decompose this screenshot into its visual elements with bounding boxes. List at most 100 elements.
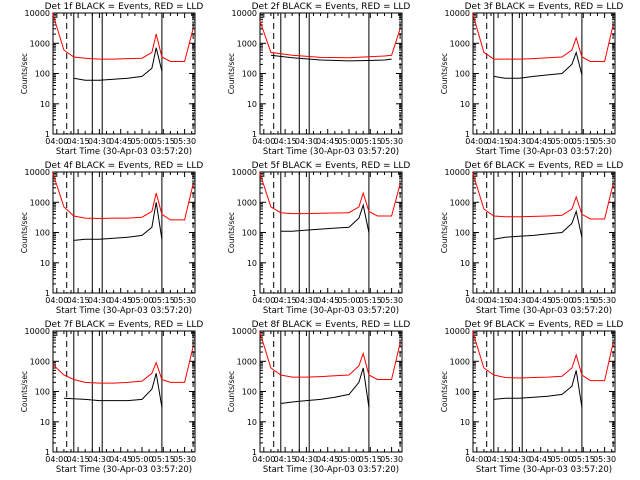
y-tick-label: 1 <box>252 289 257 298</box>
x-tick-label: 04:00 <box>465 296 488 305</box>
y-tick-label: 100 <box>455 388 470 397</box>
y-axis-label: Counts/sec <box>20 371 29 412</box>
x-axis-label: Start Time (30-Apr-03 03:57:20) <box>56 306 192 316</box>
x-tick-label: 05:15 <box>152 296 175 305</box>
x-tick-label: 05:00 <box>130 137 153 146</box>
x-tick-label: 05:15 <box>572 455 595 464</box>
y-tick-label: 1000 <box>237 357 257 366</box>
x-tick-label: 04:45 <box>529 296 552 305</box>
y-axis-label: Counts/sec <box>227 212 236 253</box>
y-tick-label: 1 <box>45 448 50 457</box>
x-tick-label: 05:00 <box>550 296 573 305</box>
x-tick-label: 05:15 <box>572 296 595 305</box>
x-tick-label: 04:30 <box>295 455 318 464</box>
events-series <box>63 373 163 408</box>
x-tick-label: 05:00 <box>337 137 360 146</box>
y-axis-label: Counts/sec <box>440 53 449 94</box>
x-tick-label: 04:45 <box>529 137 552 146</box>
panel-title: Det 1f BLACK = Events, RED = LLD <box>45 2 204 12</box>
panel-title: Det 9f BLACK = Events, RED = LLD <box>465 320 624 330</box>
lld-series <box>52 171 194 221</box>
x-tick-label: 04:30 <box>508 296 531 305</box>
x-tick-label: 05:00 <box>130 455 153 464</box>
x-axis-label: Start Time (30-Apr-03 03:57:20) <box>476 306 612 316</box>
x-tick-label: 04:45 <box>109 296 132 305</box>
panel-title: Det 6f BLACK = Events, RED = LLD <box>465 161 624 171</box>
x-tick-label: 04:15 <box>274 296 297 305</box>
x-tick-label: 04:00 <box>252 137 275 146</box>
y-tick-label: 10 <box>460 259 470 268</box>
x-tick-label: 04:45 <box>529 455 552 464</box>
events-series <box>280 367 370 408</box>
y-tick-label: 10 <box>40 100 50 109</box>
x-axis-label: Start Time (30-Apr-03 03:57:20) <box>263 306 399 316</box>
detector-panel: Det 4f BLACK = Events, RED = LLD 1 10 100 10… <box>20 161 203 316</box>
y-tick-label: 1 <box>252 448 257 457</box>
x-tick-label: 04:15 <box>67 455 90 464</box>
x-axis-label: Start Time (30-Apr-03 03:57:20) <box>476 147 612 157</box>
y-tick-label: 1000 <box>450 39 470 48</box>
x-tick-label: 04:45 <box>316 296 339 305</box>
y-tick-label: 10000 <box>232 168 257 177</box>
y-tick-label: 1 <box>465 289 470 298</box>
panel-title: Det 7f BLACK = Events, RED = LLD <box>45 320 204 330</box>
x-tick-label: 05:00 <box>337 296 360 305</box>
y-tick-label: 10000 <box>232 9 257 18</box>
x-tick-label: 04:00 <box>252 296 275 305</box>
x-tick-label: 04:15 <box>67 137 90 146</box>
x-tick-label: 05:15 <box>359 296 382 305</box>
y-tick-label: 100 <box>455 229 470 238</box>
events-series <box>280 203 370 233</box>
lld-series <box>259 19 401 59</box>
panel-title: Det 2f BLACK = Events, RED = LLD <box>252 2 411 12</box>
y-axis-label: Counts/sec <box>227 371 236 412</box>
panel-title: Det 8f BLACK = Events, RED = LLD <box>252 320 411 330</box>
x-tick-label: 04:00 <box>252 455 275 464</box>
x-tick-label: 04:15 <box>487 296 510 305</box>
events-series <box>73 47 163 81</box>
y-tick-label: 1000 <box>30 198 50 207</box>
x-tick-label: 05:30 <box>380 455 403 464</box>
x-tick-label: 05:30 <box>380 137 403 146</box>
x-tick-label: 04:45 <box>109 455 132 464</box>
y-tick-label: 10000 <box>445 9 470 18</box>
x-tick-label: 04:00 <box>465 455 488 464</box>
detector-panel: Det 1f BLACK = Events, RED = LLD 1 10 100 10… <box>20 2 203 157</box>
y-tick-label: 1000 <box>237 198 257 207</box>
y-axis-label: Counts/sec <box>20 212 29 253</box>
x-tick-label: 05:15 <box>152 455 175 464</box>
events-series <box>493 209 583 240</box>
events-series <box>73 202 163 241</box>
detector-panel: Det 9f BLACK = Events, RED = LLD 1 10 100 10… <box>440 320 623 475</box>
x-axis-label: Start Time (30-Apr-03 03:57:20) <box>263 147 399 157</box>
x-tick-label: 04:30 <box>295 137 318 146</box>
x-tick-label: 05:15 <box>152 137 175 146</box>
y-axis-label: Counts/sec <box>20 53 29 94</box>
events-series <box>270 54 392 62</box>
x-tick-label: 04:30 <box>295 296 318 305</box>
y-tick-label: 10 <box>247 259 257 268</box>
y-tick-label: 100 <box>242 70 257 79</box>
y-tick-label: 1 <box>252 130 257 139</box>
lld-series <box>52 346 194 384</box>
y-tick-label: 10000 <box>445 168 470 177</box>
y-tick-label: 1000 <box>450 198 470 207</box>
x-axis-label: Start Time (30-Apr-03 03:57:20) <box>263 465 399 475</box>
lld-series <box>259 171 401 217</box>
y-tick-label: 100 <box>242 229 257 238</box>
x-tick-label: 04:30 <box>88 455 111 464</box>
y-tick-label: 1000 <box>237 39 257 48</box>
y-tick-label: 10000 <box>25 327 50 336</box>
events-series <box>493 50 583 79</box>
y-axis-label: Counts/sec <box>440 212 449 253</box>
panel-title: Det 5f BLACK = Events, RED = LLD <box>252 161 411 171</box>
y-tick-label: 1 <box>465 448 470 457</box>
x-axis-label: Start Time (30-Apr-03 03:57:20) <box>56 465 192 475</box>
y-tick-label: 10000 <box>25 168 50 177</box>
y-tick-label: 100 <box>35 70 50 79</box>
y-axis-label: Counts/sec <box>227 53 236 94</box>
x-tick-label: 04:00 <box>45 137 68 146</box>
y-tick-label: 10 <box>247 100 257 109</box>
x-tick-label: 04:30 <box>508 137 531 146</box>
